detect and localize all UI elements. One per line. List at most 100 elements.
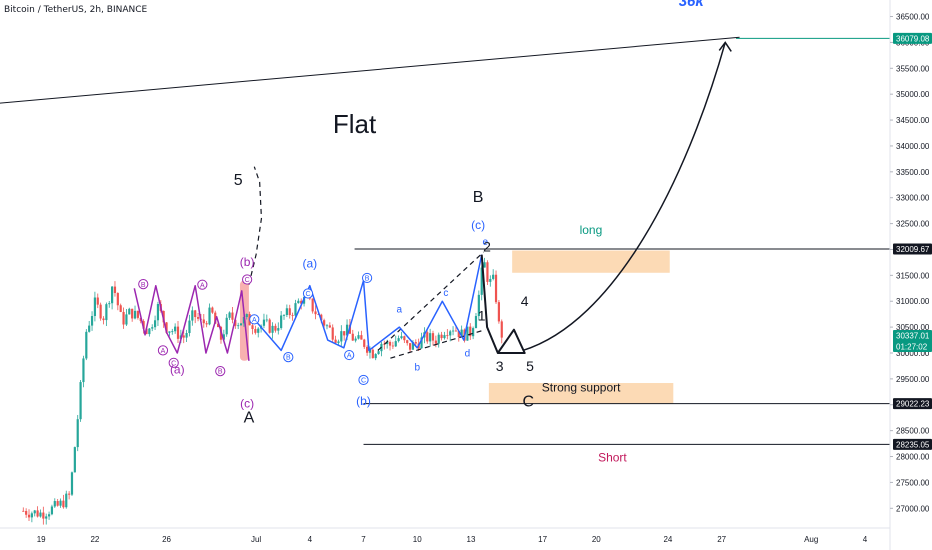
candle xyxy=(245,314,248,318)
wave-path-purple xyxy=(133,284,250,361)
candle xyxy=(486,262,489,282)
y-tick-label: 32500.00 xyxy=(896,220,930,229)
x-tick-label: 20 xyxy=(592,535,601,544)
candle xyxy=(234,319,237,326)
candle xyxy=(76,419,79,448)
candle xyxy=(443,335,446,339)
x-tick-label: 4 xyxy=(308,535,313,544)
candle xyxy=(79,382,82,420)
candle xyxy=(280,315,283,329)
candle xyxy=(371,349,374,359)
candle xyxy=(294,303,297,316)
candle xyxy=(59,500,62,506)
candle xyxy=(406,340,409,344)
candle xyxy=(105,304,108,321)
candle xyxy=(102,318,105,321)
wave-circle-text: B xyxy=(218,369,223,376)
candle xyxy=(457,330,460,338)
candle xyxy=(394,341,397,347)
chart-annotation: (a) xyxy=(170,363,185,377)
x-tick-label: Aug xyxy=(804,535,818,544)
y-tick-label: 36500.00 xyxy=(896,13,930,22)
wave-circle-label xyxy=(215,366,226,377)
candle xyxy=(460,329,463,338)
wave-circle-text: C xyxy=(361,378,366,385)
candle xyxy=(414,342,417,344)
wave-circle-text: B xyxy=(286,355,291,362)
candle xyxy=(282,314,286,316)
price-label-text: 32009.67 xyxy=(896,245,930,254)
y-tick-label: 33500.00 xyxy=(896,168,930,177)
candle xyxy=(231,312,234,320)
candle xyxy=(217,323,220,328)
candle xyxy=(449,331,452,336)
candle xyxy=(274,325,277,331)
wave-circle-text: C xyxy=(171,360,176,367)
candle xyxy=(125,314,128,325)
y-tick-label: 28000.00 xyxy=(896,453,930,462)
wave-circle-text: B xyxy=(141,282,146,289)
chart-annotation: (b) xyxy=(356,394,371,408)
candle xyxy=(434,340,437,344)
candle xyxy=(431,333,435,341)
candle xyxy=(472,328,475,337)
candle xyxy=(497,302,501,322)
candle xyxy=(317,314,320,315)
chart-annotation: c xyxy=(443,288,448,299)
candle xyxy=(136,310,139,318)
candle xyxy=(328,325,331,328)
candle xyxy=(320,314,323,321)
price-label xyxy=(893,398,932,410)
chart-annotation: (a) xyxy=(302,257,317,271)
candle xyxy=(360,335,363,340)
candle xyxy=(62,500,65,508)
candle xyxy=(153,320,157,328)
candle xyxy=(297,300,300,304)
chart-annotation: b xyxy=(414,363,420,374)
candle xyxy=(176,326,180,339)
candle xyxy=(148,328,151,335)
price-label-text: 29022.23 xyxy=(896,400,930,409)
candle xyxy=(262,319,266,326)
candle xyxy=(386,341,389,345)
chart-annotation: e xyxy=(483,237,489,248)
candle xyxy=(202,319,205,324)
wave-circle-text: A xyxy=(200,282,205,289)
candle xyxy=(93,297,97,317)
price-label xyxy=(893,330,932,353)
candle xyxy=(36,510,39,517)
chart-annotation: Flat xyxy=(333,109,377,139)
wave-circle-text: A xyxy=(347,353,352,360)
y-tick-label: 27500.00 xyxy=(896,478,930,487)
symbol-title: Bitcoin / TetherUS, 2h, BINANCE xyxy=(4,5,148,15)
candle xyxy=(257,328,260,333)
x-tick-label: 10 xyxy=(413,535,422,544)
candle xyxy=(285,308,288,315)
candle xyxy=(70,472,74,495)
candle xyxy=(196,317,200,319)
y-tick-label: 30000.00 xyxy=(896,349,930,358)
chart-annotation: Short xyxy=(598,451,627,465)
candle xyxy=(214,312,217,324)
candle xyxy=(50,506,54,515)
candle xyxy=(397,338,400,342)
wave-circle-label xyxy=(242,274,253,285)
candle xyxy=(383,343,386,345)
candle xyxy=(222,334,225,340)
candle xyxy=(205,323,208,325)
y-tick-label: 35500.00 xyxy=(896,64,930,73)
wave-circle-label xyxy=(138,279,149,290)
candle xyxy=(225,317,228,335)
candle xyxy=(185,333,188,338)
candle xyxy=(377,351,380,355)
chart-annotation: 5 xyxy=(526,358,534,374)
candle xyxy=(271,325,274,333)
zone-strong-support xyxy=(488,383,674,404)
chart-annotation: 3 xyxy=(496,358,504,374)
candle xyxy=(489,278,492,282)
price-label xyxy=(893,438,932,450)
candle xyxy=(165,322,168,333)
candle xyxy=(30,513,33,518)
candle xyxy=(277,328,280,331)
